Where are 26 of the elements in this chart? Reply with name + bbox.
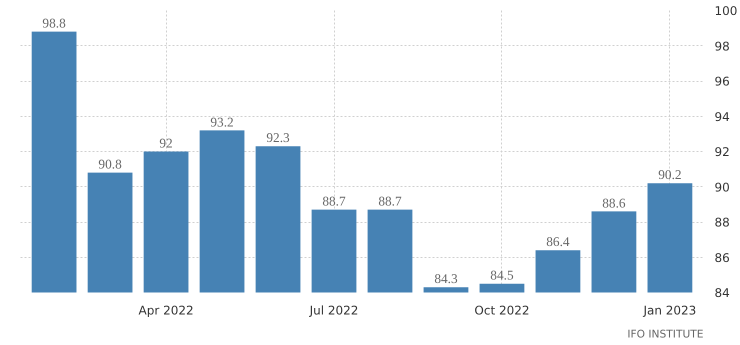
y-tick-label: 94 [714, 110, 730, 124]
data-label: 88.7 [378, 194, 402, 209]
data-label: 88.7 [322, 194, 346, 209]
y-tick-label: 100 [714, 4, 738, 18]
x-tick-label: Oct 2022 [474, 304, 530, 318]
y-tick-label: 98 [714, 39, 730, 54]
y-tick-label: 88 [714, 216, 730, 230]
data-label: 84.5 [490, 268, 514, 283]
y-tick-label: 90 [714, 180, 730, 194]
data-label: 90.2 [658, 167, 682, 182]
data-label: 98.8 [42, 16, 66, 31]
data-label: 86.4 [546, 234, 570, 250]
x-tick-label: Apr 2022 [138, 304, 194, 318]
y-tick-label: 96 [714, 74, 730, 88]
data-label: 93.2 [210, 114, 234, 130]
data-label: 92 [159, 136, 173, 150]
y-tick-label: 84 [714, 286, 730, 300]
data-label: 90.8 [98, 156, 122, 172]
x-tick-label: Jul 2022 [308, 304, 358, 318]
text: IFO INSTITUTE [627, 328, 704, 340]
y-tick-label: 92 [714, 145, 730, 159]
x-tick-label: Jan 2023 [642, 304, 696, 318]
data-label: 92.3 [266, 130, 290, 146]
data-label: 84.3 [434, 271, 458, 286]
y-tick-label: 86 [714, 250, 730, 265]
data-label: 88.6 [602, 195, 626, 210]
